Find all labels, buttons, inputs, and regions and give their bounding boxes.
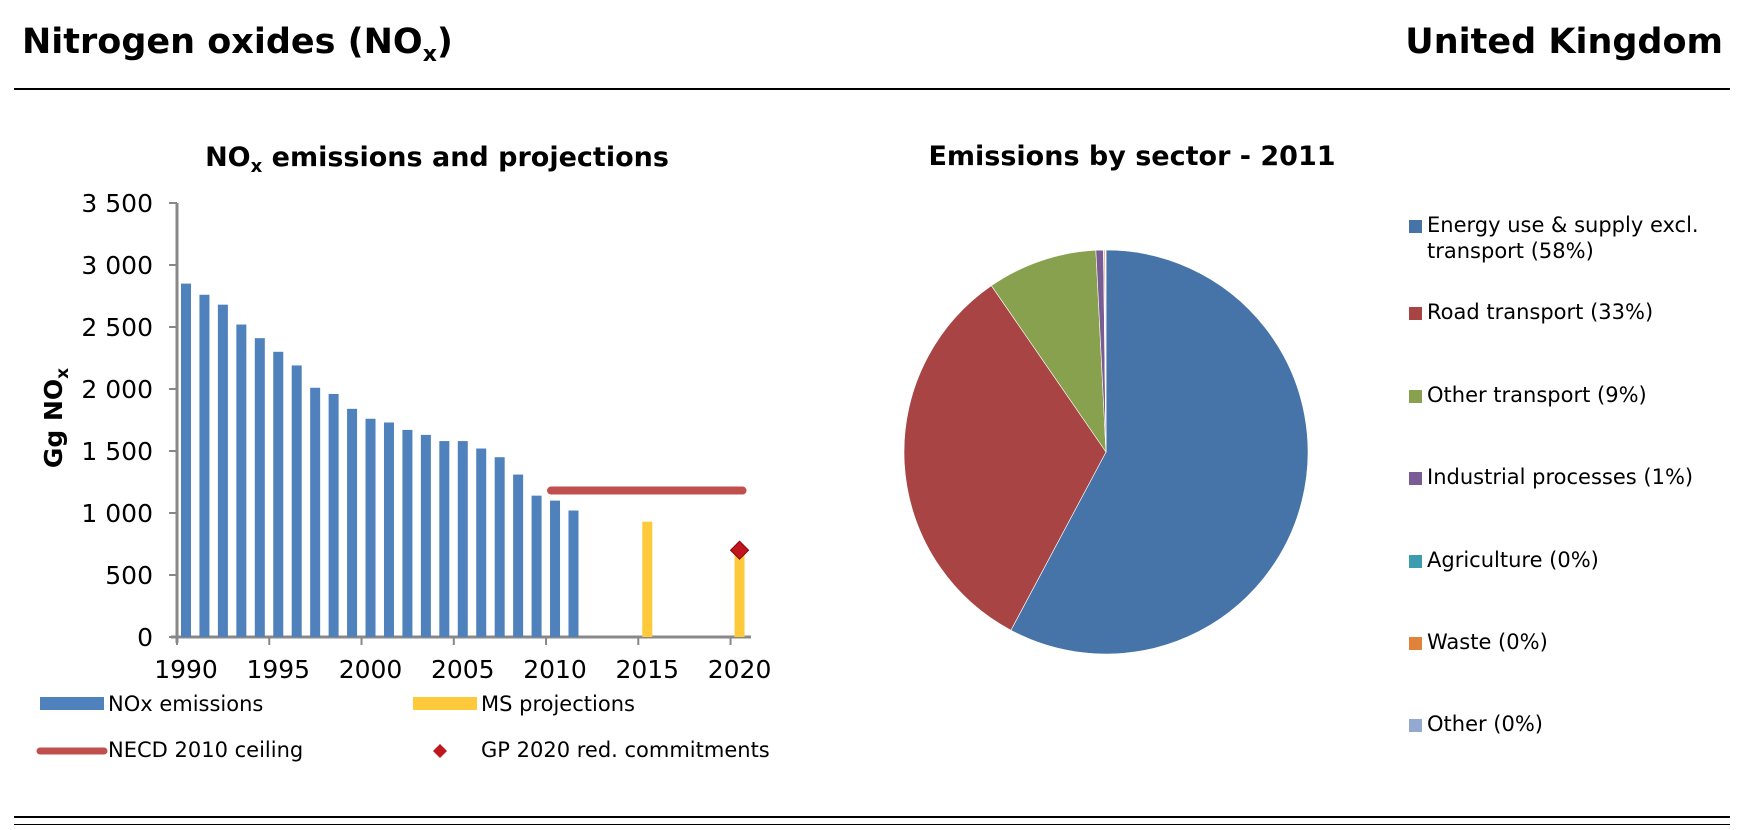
- pie-legend-swatch: [1409, 390, 1422, 403]
- x-tick-label: 2000: [339, 655, 403, 684]
- x-tick-label: 2020: [708, 655, 772, 684]
- projection-bar: [642, 521, 653, 637]
- emission-bar: [383, 422, 394, 637]
- y-tick-label: 2 500: [81, 313, 153, 342]
- page-title-text: Nitrogen oxides (NO: [22, 22, 423, 62]
- emission-bar: [254, 338, 265, 637]
- pie-slice: [990, 249, 1107, 454]
- page-title-subscript: x: [422, 42, 437, 67]
- emission-bar: [494, 457, 505, 637]
- x-tick-label: 2010: [523, 655, 587, 684]
- y-tick-label: 1 000: [81, 499, 153, 528]
- emission-bar: [199, 294, 210, 637]
- pie-legend-swatch: [1409, 307, 1422, 320]
- emission-bar: [217, 304, 228, 637]
- emission-bar: [181, 283, 191, 637]
- page-title: Nitrogen oxides (NOx): [22, 22, 453, 67]
- pie-legend-label: Agriculture (0%): [1427, 548, 1599, 572]
- legend-label: GP 2020 red. commitments: [481, 738, 770, 762]
- emission-bar: [236, 324, 247, 637]
- legend-swatch: [40, 697, 104, 710]
- header-divider: [14, 88, 1730, 90]
- pie-legend-label: Other (0%): [1427, 712, 1544, 736]
- pie-slice: [1105, 249, 1107, 453]
- emission-bar: [347, 408, 358, 637]
- emission-bar: [550, 500, 561, 637]
- emission-bar: [531, 495, 542, 637]
- legend-swatch: [433, 744, 447, 758]
- emission-bar: [328, 393, 339, 637]
- emission-bar: [457, 441, 468, 637]
- legend-label: NECD 2010 ceiling: [108, 738, 303, 762]
- pie-chart-title: Emissions by sector - 2011: [928, 141, 1335, 172]
- pie-legend-swatch: [1409, 555, 1422, 568]
- emission-bar: [291, 365, 302, 637]
- y-tick-label: 500: [105, 561, 153, 590]
- x-tick-label: 2015: [615, 655, 679, 684]
- y-tick-label: 0: [137, 623, 153, 652]
- y-tick-label: 1 500: [81, 437, 153, 466]
- legend-swatch: [413, 697, 477, 710]
- y-tick-label: 3 500: [81, 189, 153, 218]
- pie-slice: [1010, 249, 1309, 655]
- y-tick-label: 2 000: [81, 375, 153, 404]
- bar-chart-title: NOx emissions and projections: [205, 142, 669, 177]
- emission-bar: [310, 387, 321, 637]
- page-title-end: ): [436, 22, 453, 62]
- emission-bar: [568, 510, 579, 637]
- emission-bar: [365, 418, 376, 637]
- emission-bar: [402, 429, 413, 637]
- country-label: United Kingdom: [1405, 22, 1723, 62]
- pie-legend-label: Waste (0%): [1427, 630, 1548, 654]
- pie-legend-swatch: [1409, 472, 1422, 485]
- y-axis-label: Gg NOx: [39, 368, 73, 468]
- pie-legend-label: Industrial processes (1%): [1427, 465, 1694, 489]
- pie-legend-label: Energy use & supply excl. transport (58%…: [1427, 213, 1699, 263]
- pie-legend-swatch: [1409, 637, 1422, 650]
- pie-legend-swatch: [1409, 220, 1422, 233]
- emission-bar: [513, 474, 524, 637]
- emission-bar: [476, 448, 487, 637]
- pie-legend-label: Other transport (9%): [1427, 383, 1647, 407]
- legend-label: NOx emissions: [108, 692, 263, 716]
- emission-bar: [273, 351, 284, 637]
- footer-divider: [14, 816, 1730, 818]
- pie-legend-label: Road transport (33%): [1427, 300, 1654, 324]
- projection-bar: [734, 550, 745, 637]
- x-tick-label: 1995: [246, 655, 310, 684]
- pie-slice: [903, 285, 1107, 631]
- emission-bar: [439, 441, 450, 637]
- footer-divider-thin: [14, 824, 1730, 825]
- x-tick-label: 1990: [154, 655, 218, 684]
- legend-label: MS projections: [481, 692, 635, 716]
- y-tick-label: 3 000: [81, 251, 153, 280]
- pie-legend-swatch: [1409, 719, 1422, 732]
- x-tick-label: 2005: [431, 655, 495, 684]
- commitment-marker: [729, 540, 750, 560]
- emission-bar: [420, 434, 431, 637]
